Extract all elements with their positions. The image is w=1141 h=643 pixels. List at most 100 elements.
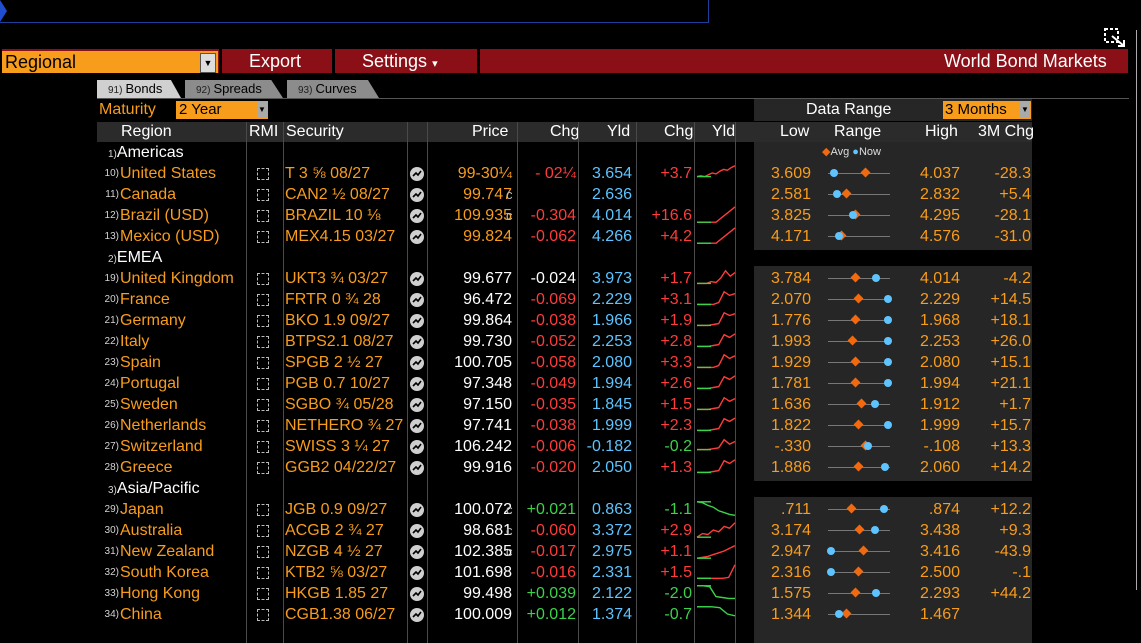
chart-icon[interactable] xyxy=(410,230,424,244)
chart-icon[interactable] xyxy=(410,356,424,370)
rmi-icon[interactable] xyxy=(257,420,269,432)
chart-icon[interactable] xyxy=(410,188,424,202)
region-name[interactable]: Spain xyxy=(120,354,161,371)
tab-curves[interactable]: 93) Curves xyxy=(287,80,379,98)
region-name[interactable]: Portugal xyxy=(120,375,180,392)
tab-spreads[interactable]: 92) Spreads xyxy=(185,80,283,98)
scrollbar[interactable] xyxy=(1136,30,1141,590)
chart-icon[interactable] xyxy=(410,209,424,223)
rmi-icon[interactable] xyxy=(257,588,269,600)
security-name[interactable]: BRAZIL 10 ⅛ xyxy=(285,207,381,224)
chart-icon[interactable] xyxy=(410,335,424,349)
security-name[interactable]: SWISS 3 ¼ 27 xyxy=(285,438,390,455)
rmi-icon[interactable] xyxy=(257,609,269,621)
rmi-icon[interactable] xyxy=(257,525,269,537)
security-name[interactable]: BTPS2.1 08/27 xyxy=(285,333,394,350)
security-name[interactable]: HKGB 1.85 27 xyxy=(285,585,389,602)
chart-icon[interactable] xyxy=(410,587,424,601)
chevron-down-icon[interactable]: ▼ xyxy=(1020,102,1030,118)
security-name[interactable]: NETHERO ¾ 27 xyxy=(285,417,404,434)
security-name[interactable]: SPGB 2 ½ 27 xyxy=(285,354,383,371)
col-security[interactable]: Security xyxy=(286,123,344,140)
data-range-select[interactable]: 3 Months ▼ xyxy=(943,101,1031,119)
tab-bonds[interactable]: 91) Bonds xyxy=(97,80,181,98)
chart-icon[interactable] xyxy=(410,524,424,538)
rmi-icon[interactable] xyxy=(257,336,269,348)
security-name[interactable]: CAN2 ½ 08/27 xyxy=(285,186,390,203)
col-3m-chg[interactable]: 3M Chg xyxy=(978,123,1035,140)
region-name[interactable]: Japan xyxy=(120,501,164,518)
rmi-icon[interactable] xyxy=(257,210,269,222)
chart-icon[interactable] xyxy=(410,545,424,559)
region-name[interactable]: Germany xyxy=(120,312,186,329)
col-low[interactable]: Low xyxy=(780,123,810,140)
col-yld-chart[interactable]: Yld xyxy=(712,123,736,140)
rmi-icon[interactable] xyxy=(257,504,269,516)
chevron-down-icon[interactable]: ▼ xyxy=(200,53,216,73)
col-region[interactable]: Region xyxy=(121,123,172,140)
security-name[interactable]: NZGB 4 ½ 27 xyxy=(285,543,383,560)
region-name[interactable]: Netherlands xyxy=(120,417,207,434)
settings-button[interactable]: Settings ▾ xyxy=(362,49,438,73)
col-yld[interactable]: Yld xyxy=(607,123,631,140)
region-name[interactable]: United Kingdom xyxy=(120,270,234,287)
region-name[interactable]: South Korea xyxy=(120,564,209,581)
security-name[interactable]: BKO 1.9 09/27 xyxy=(285,312,390,329)
col-rmi[interactable]: RMI xyxy=(249,123,279,140)
region-name[interactable]: Canada xyxy=(120,186,177,203)
region-name[interactable]: China xyxy=(120,606,162,623)
security-name[interactable]: GGB2 04/22/27 xyxy=(285,459,397,476)
rmi-icon[interactable] xyxy=(257,168,269,180)
security-name[interactable]: T 3 ⅝ 08/27 xyxy=(285,165,371,182)
chart-icon[interactable] xyxy=(410,461,424,475)
region-name[interactable]: Sweden xyxy=(120,396,178,413)
rmi-icon[interactable] xyxy=(257,315,269,327)
chart-icon[interactable] xyxy=(410,419,424,433)
rmi-icon[interactable] xyxy=(257,357,269,369)
chart-icon[interactable] xyxy=(410,566,424,580)
region-name[interactable]: Brazil (USD) xyxy=(120,207,209,224)
export-button[interactable]: Export xyxy=(249,51,302,71)
security-name[interactable]: SGBO ¾ 05/28 xyxy=(285,396,394,413)
chart-icon[interactable] xyxy=(410,377,424,391)
rmi-icon[interactable] xyxy=(257,273,269,285)
region-name[interactable]: New Zealand xyxy=(120,543,215,560)
security-name[interactable]: CGB1.38 06/27 xyxy=(285,606,396,623)
col-price[interactable]: Price xyxy=(472,123,509,140)
col-yld-chg[interactable]: Chg xyxy=(664,123,694,140)
security-name[interactable]: UKT3 ¾ 03/27 xyxy=(285,270,389,287)
region-name[interactable]: France xyxy=(120,291,170,308)
security-name[interactable]: ACGB 2 ¾ 27 xyxy=(285,522,384,539)
chevron-down-icon[interactable]: ▼ xyxy=(257,102,267,118)
col-chg[interactable]: Chg xyxy=(550,123,580,140)
rmi-icon[interactable] xyxy=(257,231,269,243)
col-range[interactable]: Range xyxy=(834,123,882,140)
chart-icon[interactable] xyxy=(410,398,424,412)
region-name[interactable]: Greece xyxy=(120,459,173,476)
chart-icon[interactable] xyxy=(410,608,424,622)
chart-icon[interactable] xyxy=(410,314,424,328)
security-name[interactable]: JGB 0.9 09/27 xyxy=(285,501,388,518)
rmi-icon[interactable] xyxy=(257,294,269,306)
chart-icon[interactable] xyxy=(410,503,424,517)
region-name[interactable]: Italy xyxy=(120,333,150,350)
region-name[interactable]: United States xyxy=(120,165,217,182)
rmi-icon[interactable] xyxy=(257,462,269,474)
chart-icon[interactable] xyxy=(410,272,424,286)
rmi-icon[interactable] xyxy=(257,378,269,390)
region-name[interactable]: Hong Kong xyxy=(120,585,201,602)
popout-icon[interactable] xyxy=(1104,28,1126,48)
col-high[interactable]: High xyxy=(925,123,958,140)
security-name[interactable]: FRTR 0 ¾ 28 xyxy=(285,291,381,308)
chart-icon[interactable] xyxy=(410,293,424,307)
rmi-icon[interactable] xyxy=(257,567,269,579)
command-line[interactable] xyxy=(0,0,709,23)
maturity-select[interactable]: 2 Year ▼ xyxy=(176,101,268,119)
rmi-icon[interactable] xyxy=(257,441,269,453)
region-select[interactable]: Regional ▼ xyxy=(2,51,218,73)
rmi-icon[interactable] xyxy=(257,189,269,201)
region-name[interactable]: Switzerland xyxy=(120,438,203,455)
security-name[interactable]: KTB2 ⅝ 03/27 xyxy=(285,564,388,581)
region-name[interactable]: Australia xyxy=(120,522,183,539)
security-name[interactable]: MEX4.15 03/27 xyxy=(285,228,396,245)
